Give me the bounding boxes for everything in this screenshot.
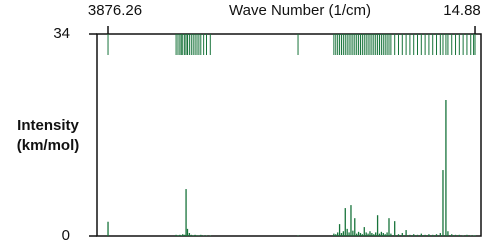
y-tick-label: 34	[53, 25, 70, 42]
x-axis-title: Wave Number (1/cm)	[229, 2, 371, 19]
y-axis-title: Intensity (km/mol)	[16, 117, 80, 154]
plot-frame	[96, 33, 482, 237]
y-tick-label: 0	[62, 227, 70, 244]
x-tick-label: 3876.26	[88, 2, 142, 19]
x-tick-label: 14.88	[443, 2, 481, 19]
